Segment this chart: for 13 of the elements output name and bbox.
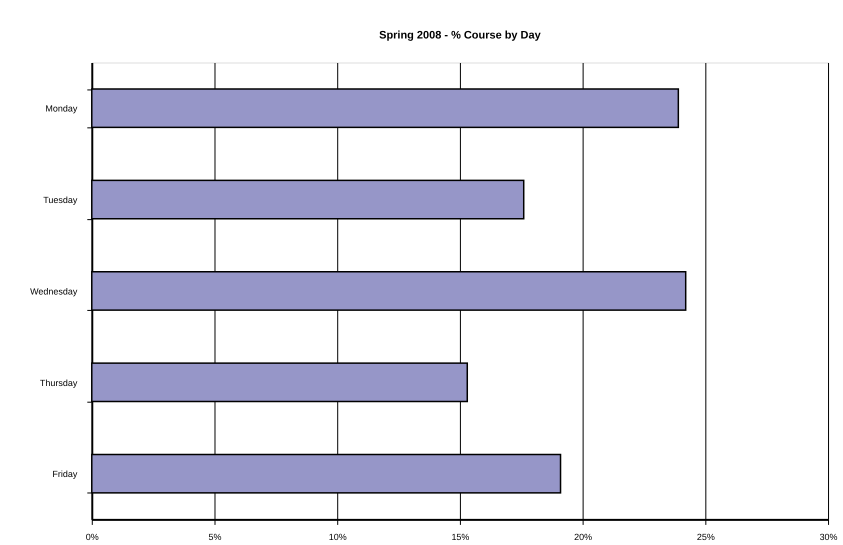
x-tick-label: 20%	[574, 532, 592, 542]
x-tick-label: 0%	[86, 532, 99, 542]
y-tick-label: Thursday	[40, 378, 78, 388]
y-tick-label: Tuesday	[43, 195, 78, 206]
y-tick-label: Friday	[52, 469, 78, 480]
x-tick-label: 15%	[451, 532, 470, 542]
x-tick-label: 5%	[208, 532, 222, 542]
chart-title: Spring 2008 - % Course by Day	[379, 30, 542, 42]
x-tick-label: 25%	[696, 532, 715, 542]
x-tick-label: 10%	[328, 532, 347, 542]
y-tick-label: Monday	[45, 104, 78, 114]
x-tick-label: 30%	[820, 532, 838, 542]
y-tick-label: Wednesday	[30, 286, 78, 296]
